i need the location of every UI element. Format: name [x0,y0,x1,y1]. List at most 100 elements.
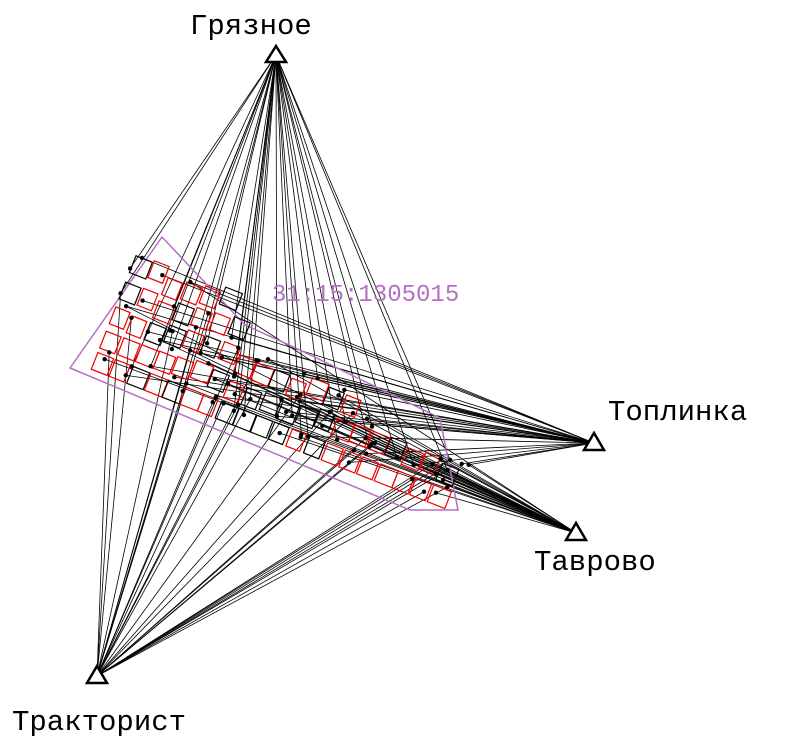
survey-point [124,304,128,308]
survey-point [364,451,368,455]
survey-point [160,273,164,277]
survey-point [206,311,210,315]
survey-point [275,414,279,418]
survey-point [411,463,415,467]
survey-point [299,432,303,436]
survey-point [441,478,445,482]
survey-point [373,441,377,445]
survey-line [97,492,424,676]
survey-point [370,424,374,428]
survey-line [97,473,436,676]
survey-point [352,448,356,452]
survey-point [206,361,210,365]
survey-point [306,434,310,438]
survey-point [233,392,237,396]
station-label: Тракторист [12,706,186,739]
survey-point [129,316,133,320]
station-label: Грязное [190,10,312,43]
survey-point [328,410,332,414]
parcel-outline [126,316,147,338]
survey-line [174,377,594,443]
survey-point [347,460,351,464]
survey-point [168,328,172,332]
survey-point [211,400,215,404]
survey-point [194,325,198,329]
survey-point [434,471,438,475]
survey-point [410,477,414,481]
survey-point [242,413,246,417]
survey-point [213,395,217,399]
survey-point [298,399,302,403]
survey-point [466,463,470,467]
parcel-boundary [70,237,458,510]
survey-point [107,350,111,354]
survey-point [302,372,306,376]
survey-point [422,490,426,494]
survey-point [130,364,134,368]
survey-point [284,410,288,414]
station-label: Таврово [534,546,656,579]
survey-point [248,397,252,401]
survey-point [205,341,209,345]
survey-point [170,347,174,351]
survey-point [181,389,185,393]
survey-line [216,398,576,533]
survey-point [236,346,240,350]
survey-line [97,403,224,676]
survey-point [128,266,132,270]
survey-point [172,304,176,308]
survey-line [151,366,594,443]
survey-map: Грязное Топлинка Таврово Тракторист 31:1… [0,0,798,739]
survey-point [102,357,106,361]
survey-point [342,388,346,392]
survey-line [276,55,277,416]
survey-point [445,468,449,472]
survey-point [221,401,225,405]
survey-point [236,403,240,407]
survey-point [118,291,122,295]
survey-point [365,416,369,420]
survey-point [363,436,367,440]
survey-point [395,455,399,459]
survey-line [97,450,354,676]
survey-point [188,348,192,352]
survey-point [148,364,152,368]
survey-point [336,393,340,397]
survey-lines [97,55,594,676]
survey-line [232,55,276,338]
survey-point [233,371,237,375]
survey-line [183,55,276,391]
survey-point [226,381,230,385]
survey-line [97,413,353,676]
survey-point [266,357,270,361]
survey-point [184,381,188,385]
survey-point [172,375,176,379]
survey-line [234,55,276,411]
survey-line [276,55,397,457]
survey-line [97,318,131,676]
survey-point [188,280,192,284]
survey-point [140,298,144,302]
survey-point [448,458,452,462]
survey-line [97,444,371,676]
survey-point [335,438,339,442]
survey-point [146,330,150,334]
survey-point [430,462,434,466]
station-marker [566,523,586,540]
survey-point [351,411,355,415]
parcel-outline [209,313,230,336]
survey-point [320,424,324,428]
survey-point [158,338,162,342]
survey-point [278,431,282,435]
survey-point [124,373,128,377]
survey-point [290,413,294,417]
survey-point [279,397,283,401]
parcel-outline [162,278,183,300]
survey-point [438,457,442,461]
survey-point [140,256,144,260]
survey-point [229,335,233,339]
survey-point [254,358,258,362]
survey-point [460,462,464,466]
survey-point [445,485,449,489]
survey-line [375,443,576,533]
